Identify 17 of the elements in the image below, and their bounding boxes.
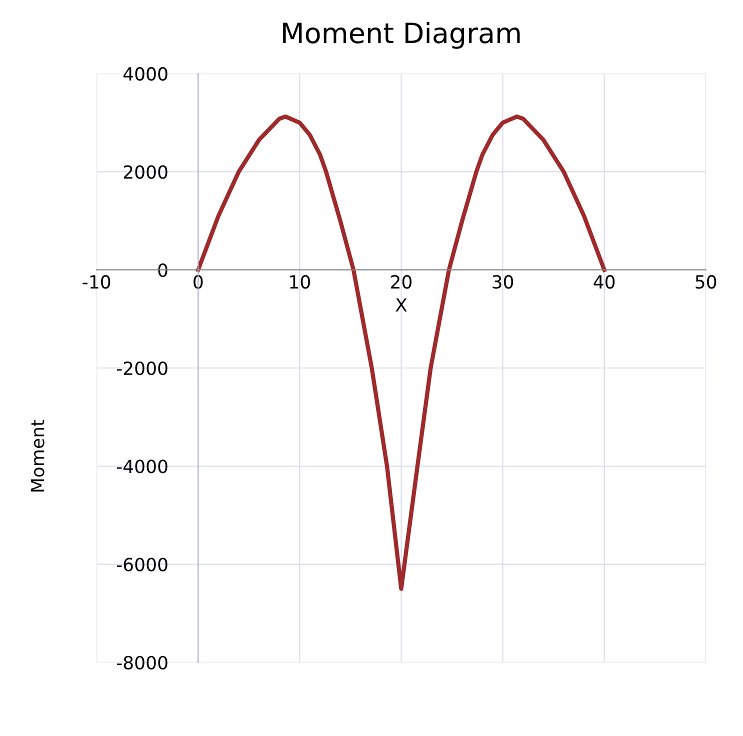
y-tick-label: -4000 xyxy=(116,460,168,474)
x-tick-label: -10 xyxy=(82,275,110,289)
y-tick-label: -6000 xyxy=(116,558,168,572)
y-tick-label: 2000 xyxy=(124,165,168,179)
x-tick-label: 20 xyxy=(391,275,412,289)
x-tick-label: 30 xyxy=(492,275,514,289)
x-tick-label: 40 xyxy=(594,275,615,289)
x-tick-label: 0 xyxy=(194,275,203,289)
x-axis-title: X xyxy=(396,298,407,312)
y-tick-label: 4000 xyxy=(123,67,168,81)
y-axis-title: Moment xyxy=(30,420,44,492)
x-tick-label: 50 xyxy=(696,275,716,289)
chart-title: Moment Diagram xyxy=(283,22,520,49)
x-tick-label: 10 xyxy=(290,275,310,289)
y-tick-label: 0 xyxy=(158,263,168,277)
y-tick-label: -8000 xyxy=(116,656,168,670)
y-tick-label: -2000 xyxy=(116,361,168,376)
